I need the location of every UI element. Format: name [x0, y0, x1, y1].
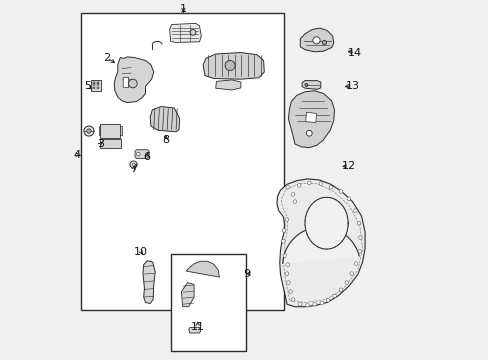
- Text: 10: 10: [134, 247, 148, 257]
- Circle shape: [288, 290, 292, 293]
- Circle shape: [136, 152, 140, 156]
- Polygon shape: [91, 80, 101, 91]
- Circle shape: [128, 79, 137, 88]
- Circle shape: [132, 163, 135, 166]
- Circle shape: [87, 129, 91, 133]
- Circle shape: [307, 181, 310, 185]
- Circle shape: [339, 190, 342, 193]
- Circle shape: [285, 218, 288, 221]
- Polygon shape: [186, 261, 219, 277]
- Polygon shape: [169, 23, 201, 42]
- Circle shape: [97, 83, 99, 85]
- Polygon shape: [101, 139, 121, 148]
- Text: 2: 2: [103, 53, 110, 63]
- Circle shape: [285, 263, 289, 266]
- Polygon shape: [203, 53, 264, 79]
- Circle shape: [130, 161, 137, 168]
- Circle shape: [318, 182, 322, 185]
- Circle shape: [320, 301, 323, 305]
- Circle shape: [305, 303, 309, 307]
- Circle shape: [344, 281, 348, 284]
- Circle shape: [357, 249, 361, 253]
- Polygon shape: [305, 112, 316, 122]
- Circle shape: [93, 83, 95, 85]
- Circle shape: [283, 254, 286, 257]
- Polygon shape: [150, 107, 179, 132]
- Text: 9: 9: [243, 269, 250, 279]
- Circle shape: [354, 262, 357, 265]
- Circle shape: [291, 193, 294, 196]
- Polygon shape: [114, 57, 153, 103]
- Polygon shape: [302, 81, 320, 89]
- Circle shape: [339, 288, 342, 292]
- Circle shape: [190, 30, 196, 35]
- Text: 1: 1: [180, 4, 186, 14]
- Text: 3: 3: [97, 139, 104, 149]
- Circle shape: [312, 302, 316, 306]
- Circle shape: [93, 87, 95, 89]
- Circle shape: [305, 84, 307, 86]
- Circle shape: [97, 87, 99, 89]
- Circle shape: [349, 272, 353, 275]
- Circle shape: [328, 185, 332, 189]
- Circle shape: [282, 229, 285, 232]
- Polygon shape: [181, 283, 194, 307]
- Circle shape: [291, 298, 294, 301]
- Circle shape: [286, 281, 289, 284]
- Polygon shape: [135, 150, 149, 158]
- Text: 6: 6: [143, 152, 150, 162]
- Circle shape: [325, 298, 329, 302]
- Circle shape: [281, 239, 285, 243]
- Circle shape: [97, 82, 99, 84]
- Circle shape: [292, 200, 296, 203]
- Text: 13: 13: [345, 81, 359, 91]
- Polygon shape: [282, 227, 359, 263]
- Polygon shape: [99, 126, 101, 135]
- Polygon shape: [120, 126, 122, 135]
- Polygon shape: [142, 261, 155, 303]
- Circle shape: [84, 126, 94, 136]
- Circle shape: [356, 221, 360, 225]
- Circle shape: [298, 302, 302, 306]
- Polygon shape: [188, 328, 200, 333]
- Polygon shape: [300, 28, 333, 52]
- Circle shape: [306, 130, 311, 136]
- Polygon shape: [305, 197, 347, 249]
- Text: 11: 11: [190, 321, 204, 332]
- Bar: [81, 13, 284, 310]
- Polygon shape: [276, 179, 365, 307]
- Circle shape: [346, 197, 350, 201]
- Bar: [170, 254, 246, 351]
- Text: 14: 14: [347, 48, 362, 58]
- Text: 7: 7: [130, 164, 137, 174]
- Circle shape: [285, 272, 288, 275]
- Circle shape: [358, 236, 362, 239]
- Circle shape: [297, 184, 301, 187]
- Polygon shape: [123, 77, 128, 87]
- Text: 8: 8: [162, 135, 169, 145]
- Circle shape: [93, 82, 95, 84]
- Text: 4: 4: [74, 150, 81, 160]
- Text: 5: 5: [84, 81, 91, 91]
- Polygon shape: [288, 91, 334, 148]
- Circle shape: [353, 209, 356, 212]
- Circle shape: [332, 294, 336, 298]
- Circle shape: [224, 60, 235, 71]
- Circle shape: [312, 37, 320, 44]
- Circle shape: [285, 185, 289, 189]
- Text: 12: 12: [341, 161, 355, 171]
- Circle shape: [322, 40, 326, 45]
- Polygon shape: [215, 80, 241, 90]
- Polygon shape: [101, 124, 120, 138]
